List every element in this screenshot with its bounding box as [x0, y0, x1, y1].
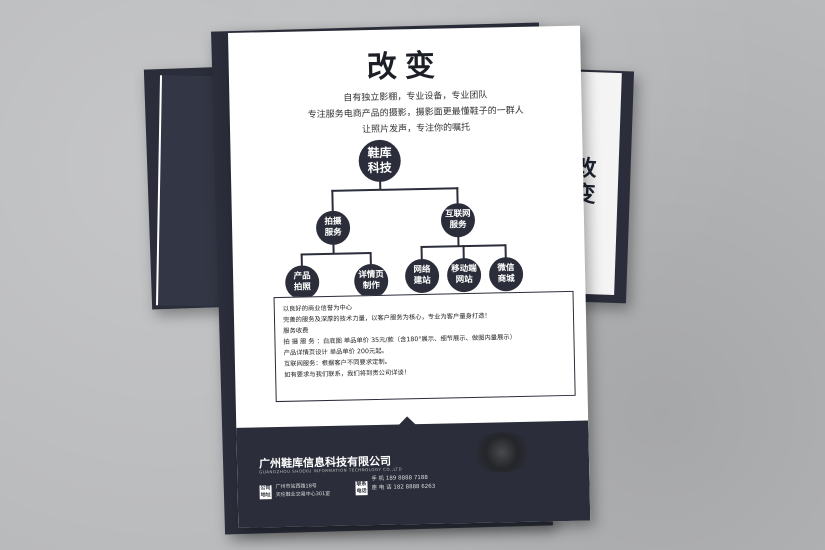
node-label: 服务: [449, 220, 467, 231]
flyer-footer: 广州鞋库信息科技有限公司 GUANGZHOU SHOEKU INFORMATIO…: [236, 420, 591, 528]
main-flyer: 改变 自有独立影棚，专业设备，专业团队 专注服务电商产品的摄影，摄影面更最懂鞋子…: [228, 25, 591, 528]
chart-node-product-photo: 产品 拍照: [284, 265, 320, 300]
phone-badge: 联系电话: [355, 481, 368, 496]
phone-block: 手 机 189 8888 7188 座 电 话 182 8888 6263: [371, 474, 435, 493]
flyer-title: 改变: [366, 48, 444, 86]
phone-line: 座 电 话 182 8888 6263: [371, 483, 436, 492]
chart-node-root: 鞋库 科技: [358, 139, 402, 183]
chart-line: [369, 252, 372, 265]
node-label: 科技: [367, 160, 393, 176]
chart-node-photo-service: 拍摄 服务: [315, 210, 351, 246]
chart-node-web-build: 网络 建站: [404, 258, 440, 294]
chart-node-detail-page: 详情页 制作: [353, 263, 389, 299]
node-label: 微信: [497, 263, 515, 274]
node-label: 拍摄: [324, 216, 342, 228]
node-label: 详情页: [358, 269, 384, 281]
node-label: 建站: [413, 275, 431, 287]
node-label: 拍照: [293, 282, 311, 293]
node-label: 互联网: [444, 208, 471, 220]
chart-node-wechat-mall: 微信 商城: [488, 256, 524, 292]
flyer-intro: 自有独立影棚，专业设备，专业团队 专注服务电商产品的摄影，摄影面更最懂鞋子的一群…: [269, 86, 562, 140]
chart-line: [420, 245, 423, 261]
address-block: 广州市站西路18号 天伦鞋业交易中心301室: [275, 482, 330, 499]
chart-line: [300, 253, 303, 266]
node-label: 网站: [455, 274, 473, 286]
chart-line: [462, 245, 465, 260]
node-label: 移动端: [451, 263, 477, 275]
chart-line: [300, 252, 371, 256]
node-label: 网络: [413, 264, 431, 276]
address-line: 天伦鞋业交易中心301室: [275, 490, 331, 499]
chart-line: [331, 187, 459, 192]
camera-image: [466, 431, 538, 474]
node-label: 制作: [362, 280, 380, 292]
chart-line: [331, 189, 334, 212]
address-badge: 公司地址: [259, 485, 272, 500]
node-label: 商城: [497, 274, 515, 285]
chart-line: [504, 244, 507, 259]
chart-node-internet-service: 互联网 服务: [440, 202, 476, 238]
chart-line: [456, 187, 459, 205]
node-label: 服务: [324, 227, 342, 239]
node-label: 产品: [293, 271, 311, 282]
chart-node-mobile-site: 移动端 网站: [446, 257, 482, 293]
service-info-box: 以良好的商业信誉为中心 完善的服务及深厚的技术力量，以客户服务为核心，专业为客户…: [273, 290, 576, 403]
node-label: 鞋库: [367, 145, 392, 161]
